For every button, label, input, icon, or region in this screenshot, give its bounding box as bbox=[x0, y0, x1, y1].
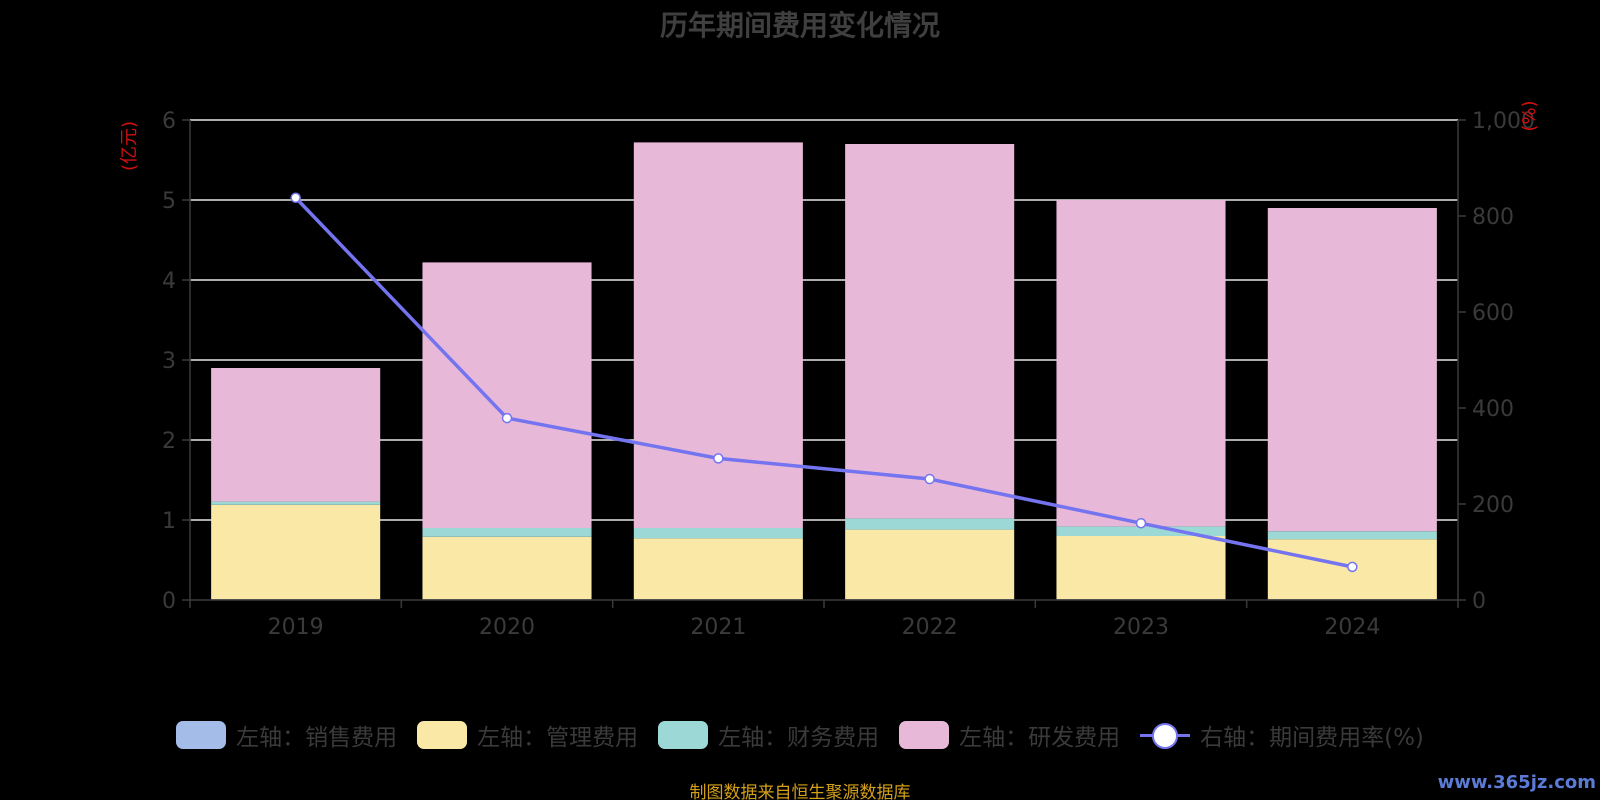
data-source-note: 制图数据来自恒生聚源数据库 bbox=[689, 783, 911, 800]
axis-labels: 0 1 2 3 4 5 6 0 200 400 600 800 1,000 (亿元) (%) 2019 2020… bbox=[119, 100, 1540, 640]
rate-point bbox=[501, 412, 513, 424]
legend-swatch-admin bbox=[417, 721, 468, 749]
left-tick-label: 1 bbox=[162, 509, 176, 534]
bar-segment bbox=[422, 262, 592, 528]
x-tick-label: 2023 bbox=[1113, 615, 1169, 640]
chart-legend: 左轴：销售费用 左轴：管理费用 左轴：财务费用 左轴：研发费用 右轴：期间费用率… bbox=[0, 718, 1600, 752]
bar-segment bbox=[211, 504, 381, 600]
bar-segment bbox=[845, 529, 1015, 600]
bar-segment bbox=[845, 144, 1015, 519]
grid-lines bbox=[190, 119, 1458, 521]
bar-segment bbox=[422, 528, 592, 537]
bar-segment bbox=[633, 528, 803, 539]
bar-segment bbox=[1267, 208, 1437, 532]
rate-point bbox=[1347, 561, 1358, 573]
rate-point bbox=[713, 453, 724, 464]
legend-label-admin: 左轴：管理费用 bbox=[477, 725, 639, 751]
x-tick-label: 2020 bbox=[479, 615, 535, 640]
right-tick-label: 200 bbox=[1472, 493, 1514, 518]
bar-segment bbox=[1056, 200, 1226, 527]
axes bbox=[182, 119, 1466, 608]
chart-canvas: 0 1 2 3 4 5 6 0 200 400 600 800 1,000 (亿元) (%) 2019 2020… bbox=[119, 100, 1540, 640]
legend-item-finance[interactable]: 左轴：财务费用 bbox=[658, 718, 879, 752]
legend-line-marker-icon bbox=[1140, 721, 1191, 749]
left-tick-label: 6 bbox=[162, 109, 176, 134]
chart-title: 历年期间费用变化情况 bbox=[659, 9, 940, 42]
legend-item-rnd[interactable]: 左轴：研发费用 bbox=[899, 718, 1120, 752]
bar-segment bbox=[1056, 536, 1226, 600]
right-axis-unit-label: (%) bbox=[1519, 100, 1540, 131]
legend-swatch-finance bbox=[658, 721, 709, 749]
legend-item-sales[interactable]: 左轴：销售费用 bbox=[176, 718, 397, 752]
rate-line-series bbox=[290, 192, 1358, 573]
left-tick-label: 3 bbox=[162, 349, 176, 374]
right-tick-label: 1,000 bbox=[1472, 109, 1535, 134]
legend-swatch-sales bbox=[176, 721, 227, 749]
x-tick-label: 2021 bbox=[690, 615, 746, 640]
right-tick-label: 400 bbox=[1472, 397, 1514, 422]
left-tick-label: 0 bbox=[162, 589, 176, 614]
legend-label-rate: 右轴：期间费用率(%) bbox=[1200, 725, 1424, 751]
legend-swatch-rnd bbox=[899, 721, 950, 749]
x-tick-label: 2024 bbox=[1324, 615, 1380, 640]
bar-segment bbox=[633, 538, 803, 600]
legend-item-rate[interactable]: 右轴：期间费用率(%) bbox=[1140, 718, 1424, 752]
bar-segment bbox=[845, 518, 1015, 530]
legend-label-finance: 左轴：财务费用 bbox=[718, 725, 880, 751]
bar-segment bbox=[1267, 531, 1437, 540]
bar-series bbox=[211, 142, 1437, 600]
left-tick-label: 2 bbox=[162, 429, 176, 454]
rate-line bbox=[294, 196, 1353, 569]
legend-item-admin[interactable]: 左轴：管理费用 bbox=[417, 718, 638, 752]
left-axis-unit-label: (亿元) bbox=[119, 121, 140, 171]
right-tick-label: 600 bbox=[1472, 301, 1514, 326]
legend-label-sales: 左轴：销售费用 bbox=[236, 725, 398, 751]
left-tick-label: 4 bbox=[162, 269, 176, 294]
right-tick-label: 800 bbox=[1472, 205, 1514, 230]
rate-point bbox=[924, 473, 935, 485]
x-tick-label: 2022 bbox=[902, 615, 958, 640]
rate-point bbox=[1135, 517, 1147, 529]
bar-segment bbox=[1056, 526, 1226, 536]
bar-segment bbox=[633, 142, 803, 528]
bar-segment bbox=[211, 501, 381, 505]
legend-label-rnd: 左轴：研发费用 bbox=[959, 725, 1121, 751]
rate-point bbox=[290, 192, 301, 204]
left-tick-label: 5 bbox=[162, 189, 176, 214]
bar-segment bbox=[422, 536, 592, 600]
right-tick-label: 0 bbox=[1472, 589, 1486, 614]
x-tick-label: 2019 bbox=[268, 615, 324, 640]
bar-segment bbox=[211, 368, 381, 502]
watermark-logo: www.365jz.com bbox=[1437, 772, 1596, 793]
